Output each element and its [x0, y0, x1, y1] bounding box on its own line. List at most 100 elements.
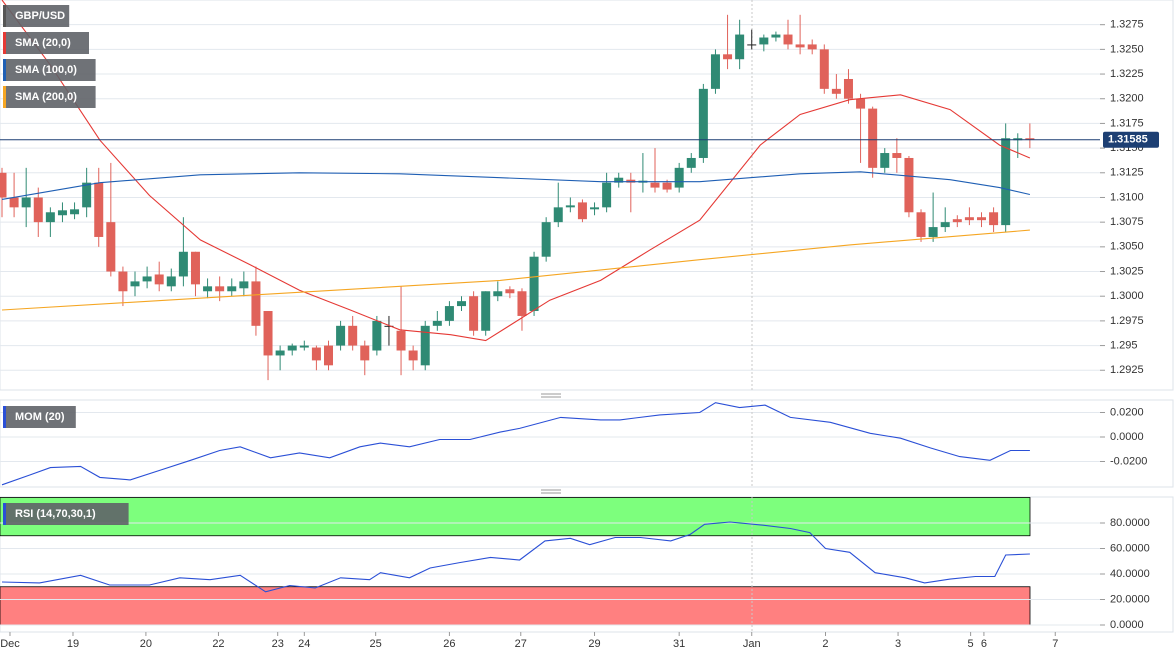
x-tick-label: 7 [1052, 638, 1058, 650]
legend-label: MOM (20) [15, 411, 65, 423]
candle-body [553, 207, 563, 223]
candle-body [372, 320, 382, 351]
x-tick-label: 23 [272, 638, 284, 650]
last-price-box [1103, 131, 1159, 148]
separator-grip [541, 393, 561, 494]
y-tick-label: 40.0000 [1110, 568, 1150, 580]
candle-body [819, 49, 829, 89]
x-tick-label: 19 [67, 638, 79, 650]
x-tick-label: Dec [0, 638, 20, 650]
candle-body [795, 44, 805, 48]
candle-body [590, 207, 600, 210]
candle-body [807, 44, 817, 50]
candle-body [650, 182, 660, 188]
candle-body [686, 157, 696, 168]
x-tick-label: 22 [212, 638, 224, 650]
legend-swatch [3, 406, 6, 428]
candle-body [130, 281, 140, 287]
candle-body [227, 286, 237, 292]
x-tick-label: 5 [968, 638, 974, 650]
y-tick-label: 1.2925 [1110, 364, 1144, 376]
y-tick-label: 1.2975 [1110, 315, 1144, 327]
panel-frame [0, 399, 1174, 488]
series-line [1, 402, 1030, 486]
candle-body [287, 345, 297, 351]
candle-body [323, 345, 333, 366]
y-tick-label: 1.3000 [1110, 290, 1144, 302]
legend-swatch [3, 86, 6, 108]
candle-body [118, 271, 128, 292]
candle-body [457, 301, 467, 307]
candle-body [299, 345, 309, 348]
candle-body [57, 210, 67, 216]
candle-body [856, 98, 866, 109]
series-line [1, 0, 1031, 342]
y-tick-label: 1.3250 [1110, 43, 1144, 55]
y-tick-label: 1.3075 [1110, 216, 1144, 228]
candle-body [577, 202, 587, 220]
candle-body [517, 291, 527, 316]
candle-body [360, 345, 370, 361]
x-tick-label: 26 [443, 638, 455, 650]
x-tick-label: 20 [140, 638, 152, 650]
candle-body [178, 251, 188, 277]
y-tick-label: 1.3100 [1110, 191, 1144, 203]
candle-body [384, 325, 394, 327]
legend-box [3, 59, 96, 81]
last-price-label: 1.31585 [1108, 134, 1148, 146]
candle-body [444, 306, 454, 321]
candle-body [263, 311, 273, 356]
x-tick-label: 29 [588, 638, 600, 650]
candle-body [747, 44, 757, 46]
candle-body [70, 209, 80, 215]
y-tick-label: 60.0000 [1110, 542, 1150, 554]
legend-swatch [3, 59, 6, 81]
y-tick-label: 20.0000 [1110, 593, 1150, 605]
y-tick-label: 1.3200 [1110, 93, 1144, 105]
x-tick-label: 24 [298, 638, 310, 650]
candle-body [45, 212, 55, 223]
y-tick-label: 1.3125 [1110, 167, 1144, 179]
candle-body [166, 276, 176, 287]
candle-body [880, 153, 890, 168]
candle-body [759, 37, 769, 45]
candle-body [215, 286, 225, 292]
candle-body [843, 78, 853, 99]
candle-body [964, 217, 974, 221]
x-tick-label: 2 [822, 638, 828, 650]
candle-body [928, 227, 938, 237]
candle-body [565, 205, 575, 208]
candle-body [831, 88, 841, 94]
legend-swatch [3, 32, 6, 54]
candle-body [154, 274, 164, 285]
panel-frame [0, 496, 1174, 633]
candle-body [311, 347, 321, 361]
candle-body [505, 289, 515, 294]
y-tick-label: 1.295 [1110, 339, 1138, 351]
panel-frame [0, 0, 1174, 391]
candle-body [783, 34, 793, 45]
legend-box [3, 86, 96, 108]
y-tick-label: 1.3225 [1110, 68, 1144, 80]
y-tick-label: 1.3175 [1110, 117, 1144, 129]
legend-box [3, 503, 129, 525]
candle-body [21, 197, 31, 208]
candle-body [420, 325, 430, 366]
x-tick-label: 3 [895, 638, 901, 650]
candle-body [868, 108, 878, 168]
candle-body [662, 182, 672, 190]
candle-body [940, 222, 950, 228]
candle-body [251, 281, 261, 326]
legend-item: SMA (100,0) [3, 59, 96, 81]
candle-body [190, 251, 200, 285]
candle-body [396, 330, 406, 351]
candle-body [1025, 138, 1035, 140]
legend-item: GBP/USD [3, 5, 70, 27]
y-tick-label: 1.3275 [1110, 19, 1144, 31]
candle-body [723, 54, 733, 60]
legend-item: MOM (20) [3, 406, 76, 428]
x-tick-label: 31 [673, 638, 685, 650]
y-tick-label: 80.0000 [1110, 517, 1150, 529]
